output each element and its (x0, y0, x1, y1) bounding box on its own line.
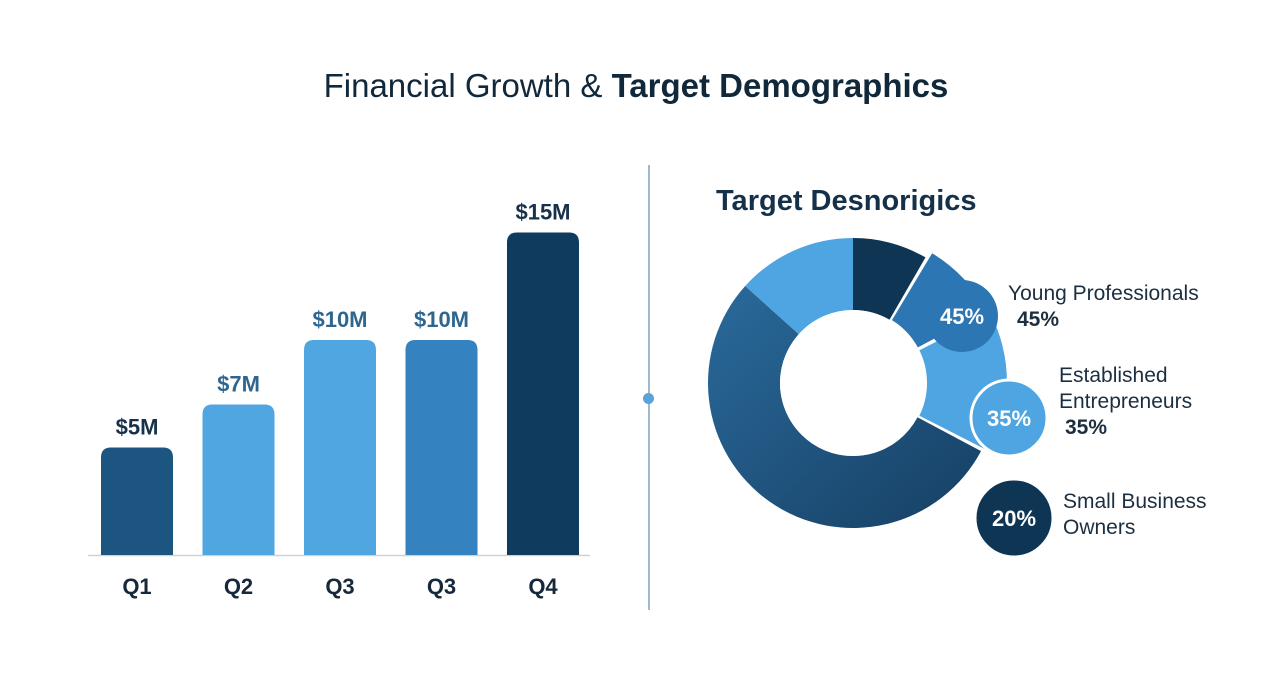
x-tick-label: Q1 (122, 574, 151, 599)
bar-value-label: $10M (414, 307, 469, 332)
bar (405, 340, 478, 555)
donut-slice-light-top (745, 238, 853, 335)
slice-badge-small-business-owners (973, 477, 1055, 559)
x-tick-label: Q3 (427, 574, 456, 599)
x-tick-label: Q3 (325, 574, 354, 599)
legend-established-entrepreneurs: Established Entrepreneurs 35% (1059, 363, 1192, 441)
slice-percent-label: 20% (992, 506, 1036, 531)
x-tick-label: Q4 (528, 574, 558, 599)
donut-slice-dark (707, 285, 982, 529)
bar-value-label: $15M (515, 200, 570, 225)
donut-chart-title: Target Desnorigics (716, 185, 977, 217)
legend-label: Owners (1063, 516, 1136, 539)
bar-value-label: $5M (116, 415, 159, 440)
divider-line (648, 165, 650, 610)
legend-label: Young Professionals (1008, 282, 1199, 305)
bar-value-label: $10M (312, 307, 367, 332)
bar (507, 232, 579, 555)
bar (304, 340, 376, 555)
legend-value: 35% (1065, 416, 1108, 439)
legend-label: Entrepreneurs (1059, 390, 1193, 413)
donut-slice-navy (853, 238, 926, 320)
page-title: Financial Growth & Target Demographics (0, 66, 1272, 106)
slice-badge-established-entrepreneurs (969, 378, 1049, 458)
bar-chart: $5M Q1 $7M Q2 $10M Q3 $10M Q3 $15M Q4 (88, 200, 590, 599)
page-title-bold: Target Demographics (611, 67, 949, 104)
slice-percent-label: 35% (987, 406, 1031, 431)
bar-value-label: $7M (217, 372, 260, 397)
page-title-regular: Financial Growth & (323, 67, 612, 104)
donut-hole (780, 310, 926, 456)
legend-value: 45% (1017, 308, 1060, 331)
legend-small-business-owners: Small Business Owners (1063, 489, 1207, 541)
slice-percent-label: 45% (940, 304, 984, 329)
bar (101, 447, 173, 555)
legend-label: Small Business (1063, 490, 1207, 513)
bar (202, 404, 275, 555)
x-tick-label: Q2 (224, 574, 253, 599)
divider-dot (643, 393, 654, 404)
legend-young-professionals: Young Professionals 45% (1008, 281, 1199, 333)
slice-badge-young-professionals (926, 280, 998, 352)
legend-label: Established (1059, 364, 1168, 387)
